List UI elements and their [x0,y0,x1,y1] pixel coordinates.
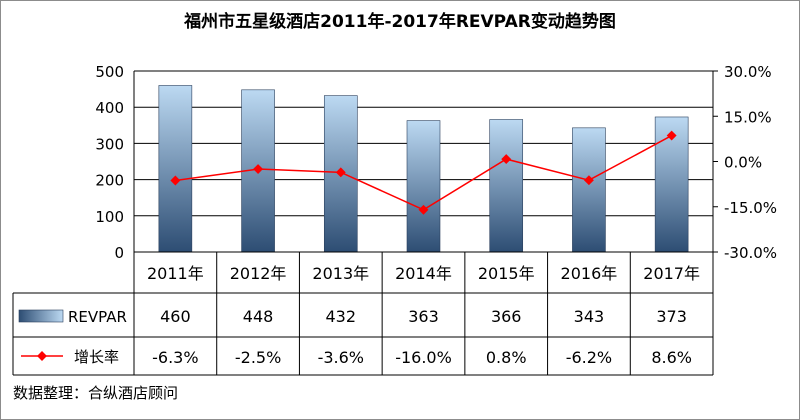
y-right-tick-label: 30.0% [724,63,772,81]
y-left-tick-label: 500 [95,63,124,81]
bar [158,85,193,253]
line-point [418,204,429,215]
bar [406,120,441,253]
y-left-tick-label: 300 [95,135,124,153]
line-point [666,130,677,141]
x-tick-label: 2012年 [230,264,287,283]
y-left-tick-label: 0 [114,244,124,262]
x-tick-label: 2011年 [147,264,204,283]
bar-data-label: 460 [160,307,191,326]
line-data-label: 8.6% [651,348,692,367]
bar-data-label: 363 [408,307,439,326]
x-tick-label: 2017年 [643,264,700,283]
bar-data-label: 432 [326,307,357,326]
legend-label-bar: REVPAR [68,308,127,326]
line-data-label: -6.3% [152,348,198,367]
y-left-tick-label: 100 [95,208,124,226]
line-point [583,175,594,186]
source-note: 数据整理：合纵酒店顾问 [13,384,179,402]
axes [133,70,718,253]
legend-swatch-bar [18,309,64,323]
y-right-tick-label: 15.0% [724,108,772,126]
line-point [335,167,346,178]
line-data-label: -6.2% [566,348,612,367]
line-point [170,175,181,186]
line-series [170,130,677,215]
line-data-label: -16.0% [395,348,452,367]
bar [572,127,606,253]
bar-data-label: 373 [656,307,687,326]
x-tick-label: 2015年 [478,264,535,283]
line-data-label: 0.8% [486,348,527,367]
y-right-tick-label: -15.0% [724,199,777,217]
line-point [501,154,512,165]
legend-label-line: 增长率 [74,348,119,366]
line-data-label: -2.5% [235,348,281,367]
x-tick-label: 2016年 [561,264,618,283]
bar [489,119,524,253]
bar-data-label: 343 [574,307,605,326]
legend-swatch-marker [37,351,47,361]
x-tick-label: 2013年 [312,264,369,283]
chart-title: 福州市五星级酒店2011年-2017年REVPAR变动趋势图 [184,12,616,32]
data-table: 2011年 460 -6.3% 2012年 448 -2.5% 2013年 432 -3.6% 2… [12,251,714,376]
line-data-label: -3.6% [318,348,364,367]
y-right-tick-label: 0.0% [724,154,762,172]
y-right-tick-label: -30.0% [724,244,777,262]
bar-data-label: 366 [491,307,522,326]
y-left-tick-label: 400 [95,99,124,117]
bar-data-label: 448 [243,307,274,326]
line-point [253,164,264,174]
y-left-tick-label: 200 [95,172,124,190]
x-tick-label: 2014年 [395,264,452,283]
tick-labels: 0 100 200 300 400 500 -30.0% -15.0% 0.0% 15.0% 30.… [95,63,777,262]
